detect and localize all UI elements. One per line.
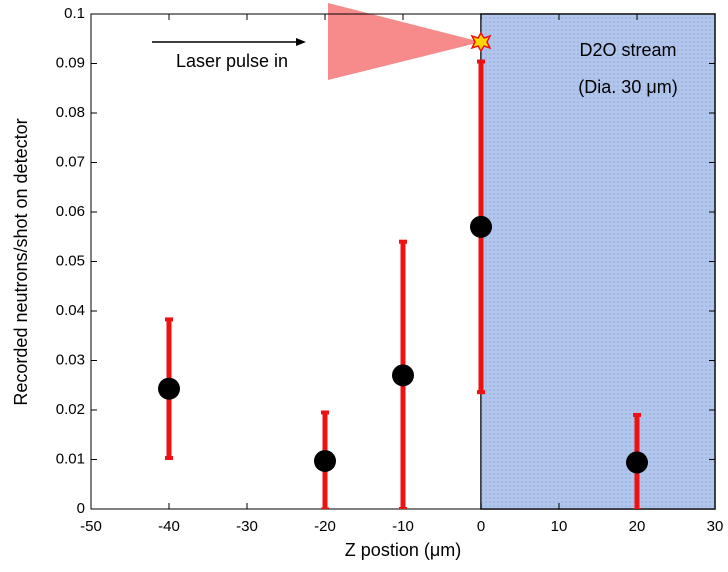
stream-region [480,13,716,510]
x-tick-label: -50 [80,518,102,535]
y-tick-label: 0.05 [56,252,85,269]
y-tick-label: 0.03 [56,351,85,368]
y-tick-label: 0.07 [56,153,85,170]
y-tick-label: 0.08 [56,104,85,121]
data-point [158,377,180,400]
x-tick-label: -40 [158,518,180,535]
x-tick-label: 0 [477,518,485,535]
y-tick-label: 0.1 [64,5,85,22]
y-tick-label: 0.02 [56,401,85,418]
data-point [470,215,492,238]
focus-star [470,31,492,53]
data-point [626,451,648,474]
x-tick-label: -20 [314,518,336,535]
x-tick-label: -30 [236,518,258,535]
x-tick-label: 10 [551,518,568,535]
y-tick-label: 0.04 [56,302,85,319]
data-point [314,449,336,472]
y-tick-label: 0.01 [56,450,85,467]
stream-region-tint [481,14,715,509]
x-tick-label: 20 [629,518,646,535]
x-tick-label: 30 [707,518,724,535]
y-tick-label: 0.09 [56,54,85,71]
y-tick-label: 0 [77,500,85,517]
laser-label: Laser pulse in [176,51,288,71]
arrow-head [296,38,306,46]
y-axis-title: Recorded neutrons/shot on detector [11,118,31,405]
x-tick-label: -10 [392,518,414,535]
laser-beam [328,3,481,80]
y-tick-label: 0.06 [56,203,85,220]
x-axis-title: Z postion (μm) [345,540,461,560]
region-label: D2O stream [579,40,676,60]
data-point [392,364,414,387]
region-label: (Dia. 30 μm) [578,77,677,97]
